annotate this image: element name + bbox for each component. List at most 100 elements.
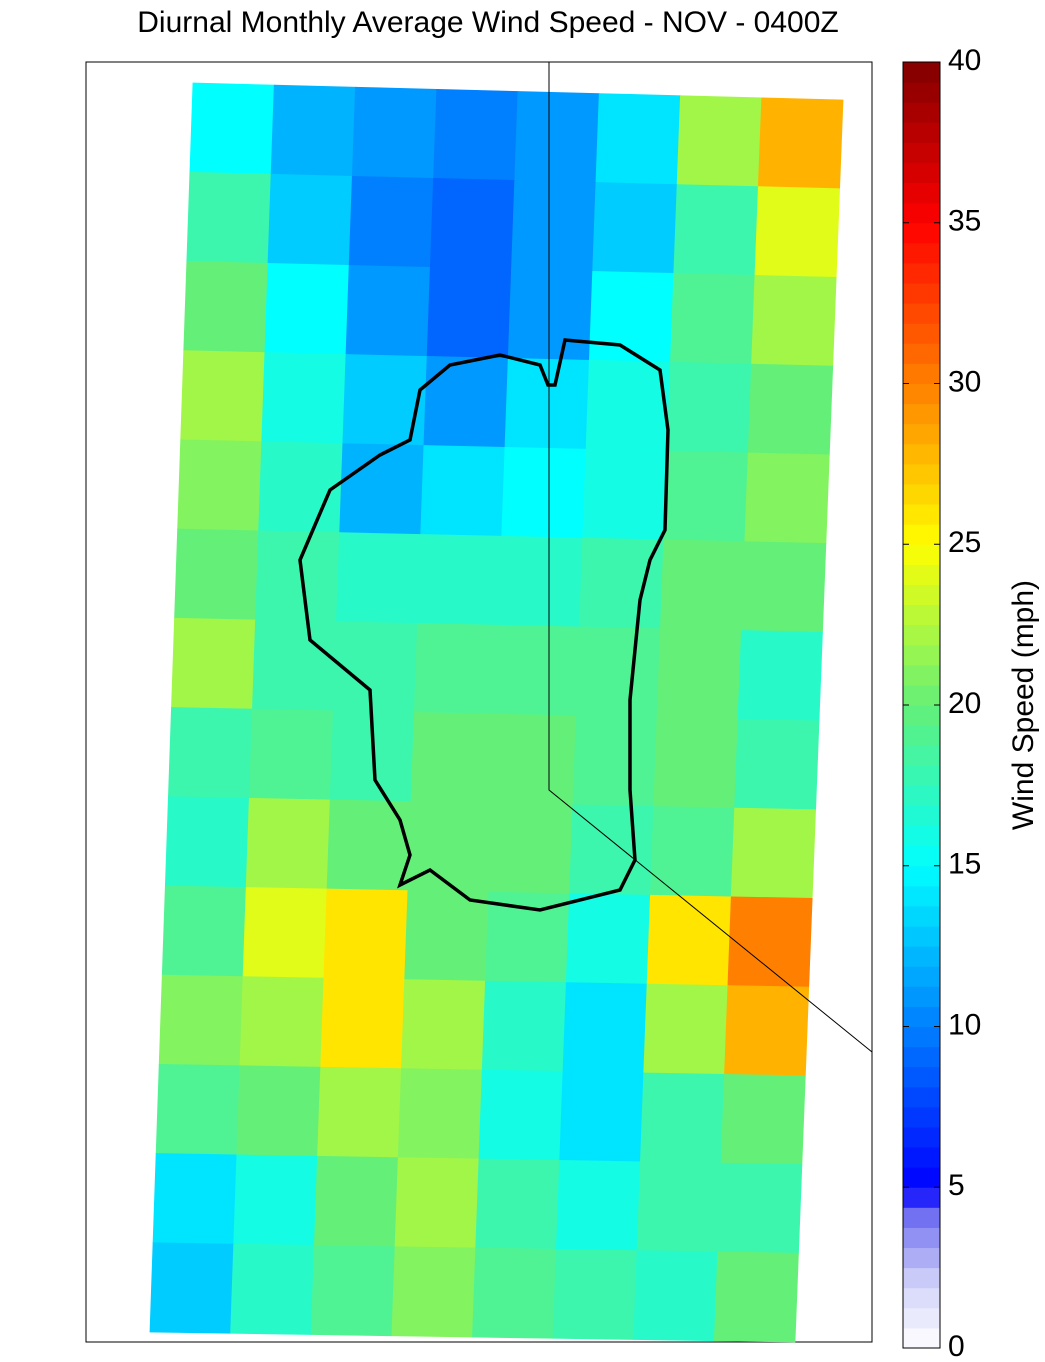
speed-cell	[310, 1245, 396, 1337]
speed-cell	[230, 1243, 315, 1335]
speed-cell	[713, 1251, 799, 1343]
colorbar-swatch	[903, 283, 940, 304]
speed-cell	[313, 1155, 399, 1248]
colorbar-swatch	[903, 1066, 940, 1088]
speed-cell	[242, 887, 328, 979]
speed-cell	[174, 528, 260, 621]
colorbar-tick-label: 30	[948, 365, 981, 398]
colorbar-swatch	[903, 885, 940, 907]
colorbar-tick-label: 40	[948, 44, 981, 77]
colorbar-swatch	[903, 725, 940, 746]
speed-cell	[569, 804, 655, 896]
speed-cell	[320, 977, 406, 1070]
speed-cell	[734, 718, 820, 811]
speed-cell	[588, 271, 675, 363]
colorbar-swatch	[903, 1287, 940, 1309]
speed-cell	[737, 630, 823, 722]
speed-cell	[727, 896, 813, 988]
speed-cell	[233, 1154, 318, 1246]
colorbar-swatch	[903, 1327, 940, 1349]
speed-cell	[717, 1162, 803, 1254]
colorbar-swatch	[903, 865, 940, 887]
colorbar-swatch	[903, 443, 940, 465]
colorbar-swatch	[903, 504, 940, 525]
speed-cell	[339, 443, 425, 535]
speed-cell	[410, 712, 496, 804]
colorbar-label: Wind Speed (mph)	[1007, 580, 1040, 830]
colorbar-swatch	[903, 262, 940, 284]
colorbar-swatch	[903, 664, 940, 686]
speed-cell	[673, 184, 759, 276]
speed-cell	[646, 894, 732, 987]
speed-cell	[562, 982, 648, 1074]
colorbar-swatch	[903, 82, 940, 103]
colorbar-swatch	[903, 303, 940, 324]
speed-cell	[559, 1071, 645, 1163]
chart-title: Diurnal Monthly Average Wind Speed - NOV…	[137, 6, 838, 39]
speed-cell	[397, 1068, 483, 1160]
colorbar-swatch	[903, 1187, 940, 1208]
speed-cell	[650, 806, 736, 898]
speed-cell	[585, 359, 671, 452]
colorbar-swatch	[903, 162, 940, 184]
colorbar-swatch	[903, 403, 940, 425]
speed-cell	[744, 452, 830, 544]
colorbar-swatch	[903, 544, 940, 565]
speed-cell	[676, 95, 763, 188]
colorbar-swatch	[903, 745, 940, 766]
colorbar-swatch	[903, 986, 940, 1007]
speed-cell	[491, 713, 577, 806]
speed-cell	[407, 801, 493, 893]
wind-field	[149, 82, 844, 1343]
colorbar-swatch	[903, 1227, 940, 1249]
speed-cell	[552, 1248, 638, 1340]
speed-cell	[152, 1153, 238, 1245]
speed-cell	[332, 621, 418, 713]
colorbar-tick-label: 15	[948, 848, 981, 881]
speed-cell	[575, 626, 661, 719]
colorbar-swatch	[903, 1046, 940, 1068]
colorbar-swatch	[903, 323, 940, 344]
colorbar-swatch	[903, 1086, 940, 1108]
colorbar-swatch	[903, 946, 940, 967]
speed-cell	[670, 273, 756, 365]
speed-cell	[582, 448, 668, 541]
colorbar-swatch	[903, 1147, 940, 1168]
colorbar-swatch	[903, 202, 940, 224]
speed-cell	[724, 985, 810, 1077]
speed-cell	[342, 354, 428, 446]
speed-cell	[345, 265, 431, 357]
speed-cell	[323, 888, 409, 981]
speed-cell	[426, 267, 512, 359]
colorbar-tick-label: 0	[948, 1330, 965, 1362]
colorbar-swatch	[903, 222, 940, 244]
speed-cell	[481, 980, 567, 1072]
colorbar-swatch	[903, 102, 940, 123]
speed-cell	[660, 539, 746, 631]
speed-cell	[565, 893, 651, 985]
colorbar-swatch	[903, 524, 940, 545]
speed-cell	[751, 275, 837, 367]
colorbar-tick-label: 10	[948, 1008, 981, 1041]
colorbar-tick-label: 35	[948, 205, 981, 238]
speed-cell	[255, 530, 341, 623]
colorbar-swatch	[903, 1026, 940, 1048]
speed-cell	[236, 1065, 322, 1157]
speed-cell	[663, 450, 749, 543]
colorbar-swatch	[903, 966, 940, 987]
colorbar-swatch	[903, 1267, 940, 1289]
speed-cell	[579, 537, 665, 630]
speed-cell	[633, 1250, 719, 1342]
colorbar-swatch	[903, 805, 940, 827]
speed-cell	[556, 1160, 641, 1252]
speed-cell	[504, 357, 590, 450]
speed-cell	[498, 535, 584, 628]
colorbar-swatch	[903, 1207, 940, 1228]
speed-cell	[164, 796, 250, 888]
colorbar-swatch	[903, 423, 940, 445]
colorbar-swatch	[903, 926, 940, 947]
speed-cell	[417, 534, 503, 626]
speed-cell	[501, 446, 587, 539]
